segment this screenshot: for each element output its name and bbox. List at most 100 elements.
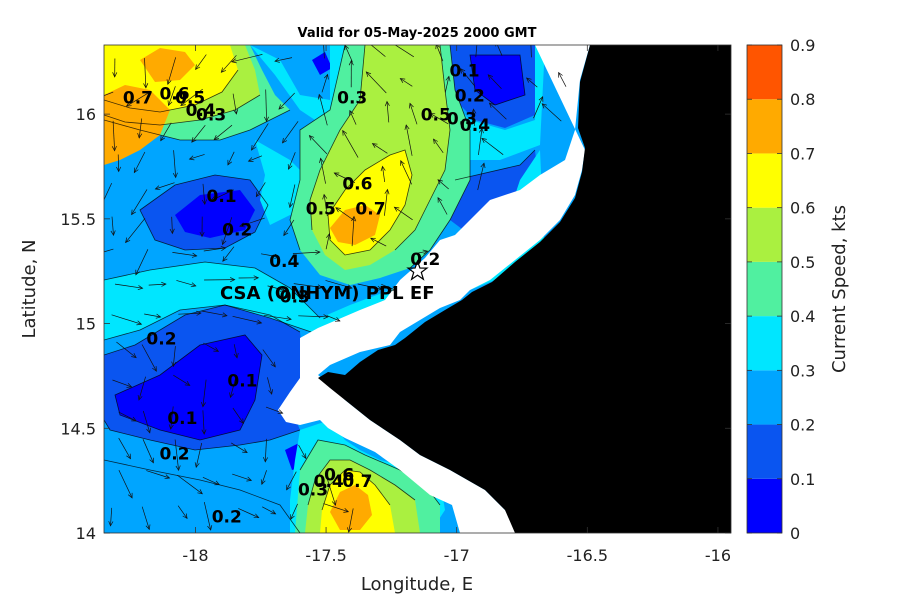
current-arrow — [256, 182, 266, 197]
current-arrow — [221, 55, 237, 73]
current-arrow — [400, 160, 413, 185]
colorbar-swatch — [747, 45, 782, 100]
current-arrowhead — [365, 71, 372, 77]
current-arrow — [260, 253, 280, 258]
isoline — [104, 69, 239, 113]
current-arrowhead — [326, 233, 331, 239]
current-arrowhead — [196, 310, 202, 316]
current-arrowhead — [251, 144, 256, 151]
x-tick-label: -17.5 — [305, 546, 346, 565]
current-arrow — [148, 283, 166, 286]
current-arrowhead — [270, 361, 276, 368]
current-arrowhead — [286, 484, 291, 491]
current-arrowhead — [127, 492, 133, 499]
current-arrow — [386, 101, 390, 123]
current-arrow — [261, 470, 267, 485]
current-arrowhead — [315, 249, 321, 255]
colorbar-tick-label: 0.1 — [790, 470, 815, 489]
no-data-band — [278, 45, 590, 533]
current-arrow — [267, 285, 285, 291]
x-axis-label: Longitude, E — [361, 574, 473, 595]
x-tick-label: -18 — [182, 546, 208, 565]
contour-label: 0.1 — [449, 61, 479, 81]
current-arrowhead — [274, 253, 280, 259]
current-arrowhead — [201, 429, 207, 435]
current-arrowhead — [88, 253, 93, 257]
current-arrowhead — [480, 162, 486, 169]
current-arrow — [126, 92, 149, 107]
current-arrowhead — [246, 476, 253, 482]
current-arrowhead — [136, 320, 143, 326]
current-arrowhead — [152, 366, 157, 372]
current-arrow — [298, 444, 307, 459]
current-arrow — [117, 154, 120, 172]
current-arrow — [167, 57, 177, 85]
isoline — [139, 174, 269, 251]
current-arrowhead — [460, 68, 466, 74]
current-arrow — [116, 341, 137, 358]
current-arrowhead — [230, 277, 236, 283]
colorbar: 0 0.1 0.2 0.3 0.4 0.5 0.6 0.7 0.8 0.9 — [746, 36, 815, 543]
current-arrow — [141, 344, 157, 372]
current-arrowhead — [290, 514, 295, 520]
contour-label: 0.3 — [196, 105, 226, 125]
current-arrow — [265, 89, 267, 122]
current-arrow — [232, 473, 252, 481]
current-arrowhead — [247, 157, 254, 162]
chart-title: Valid for 05-May-2025 2000 GMT — [298, 26, 537, 41]
current-arrowhead — [233, 353, 239, 359]
current-arrowhead — [400, 160, 405, 166]
current-arrow — [201, 310, 227, 317]
current-arrowhead — [384, 188, 390, 195]
current-arrowhead — [84, 100, 89, 104]
current-arrow — [104, 91, 114, 97]
current-arrow — [210, 189, 234, 201]
current-arrowhead — [348, 59, 354, 66]
station-label: CSA (ONHYM) PPL EF — [220, 283, 435, 304]
x-tick-label: -16 — [705, 546, 731, 565]
colorbar-swatch — [747, 99, 782, 154]
current-arrowhead — [408, 102, 414, 109]
zone-slow-coast — [450, 150, 540, 235]
current-arrowhead — [231, 58, 237, 64]
current-arrowhead — [207, 525, 213, 531]
current-arrowhead — [172, 172, 178, 179]
colorbar-tick-label: 0.2 — [790, 416, 815, 435]
contour-label: 0.2 — [410, 250, 440, 270]
current-arrow — [172, 346, 176, 367]
current-arrowhead — [229, 392, 234, 399]
current-arrowhead — [200, 401, 206, 408]
y-axis: 14 14.5 15 15.5 16 — [60, 105, 731, 543]
current-arrowhead — [111, 145, 117, 152]
current-arrowhead — [220, 67, 227, 73]
plot-frame — [103, 44, 732, 534]
current-arrow — [326, 315, 341, 322]
current-arrow — [282, 121, 299, 144]
contour-label: 0.4 — [269, 252, 299, 272]
zone-band-07-b — [140, 48, 195, 82]
current-arrow — [195, 442, 203, 468]
current-arrowhead — [175, 465, 181, 471]
current-arrow — [174, 439, 179, 471]
current-arrow — [344, 45, 353, 63]
current-arrowhead — [288, 202, 294, 209]
current-arrowhead — [149, 457, 154, 464]
current-arrowhead — [346, 284, 353, 290]
y-axis-label: Latitude, N — [19, 240, 40, 339]
current-arrow — [357, 283, 382, 290]
y-tick-label: 15 — [76, 315, 96, 334]
contour-label: 0.2 — [455, 87, 485, 107]
current-arrow — [232, 93, 237, 114]
current-arrowhead — [233, 109, 239, 115]
contour-label: 0.3 — [298, 480, 328, 500]
current-arrow — [125, 218, 146, 243]
current-arrow — [409, 103, 418, 125]
current-arrowhead — [99, 206, 103, 211]
current-arrow — [292, 251, 320, 254]
current-arrowhead — [191, 252, 198, 258]
current-arrowhead — [342, 129, 348, 136]
current-arrow — [430, 113, 449, 125]
current-arrowhead — [180, 100, 186, 106]
current-arrow — [293, 283, 323, 288]
y-tick-label: 14 — [76, 524, 96, 543]
